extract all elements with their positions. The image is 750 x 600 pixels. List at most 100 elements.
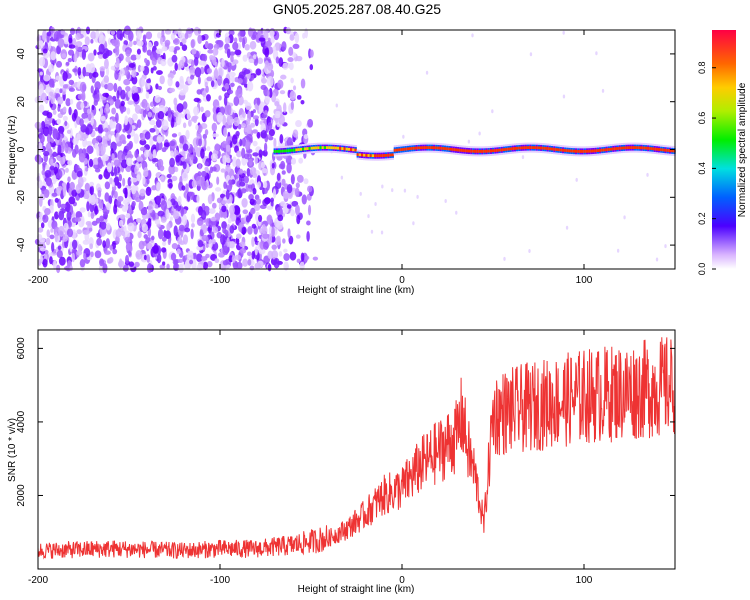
spectrogram-noise-cell	[72, 68, 78, 73]
spectrogram-noise-cell	[75, 41, 83, 47]
spectrogram-noise-cell	[221, 58, 225, 68]
spectrogram-noise-cell	[290, 209, 295, 217]
spectrogram-noise-cell	[296, 94, 302, 100]
spectrogram-noise-cell	[169, 140, 176, 147]
spectrogram-noise-cell	[128, 204, 132, 215]
spectrogram-noise-cell	[198, 163, 202, 170]
spectrogram-xlabel: Height of straight line (km)	[298, 285, 415, 296]
spectrogram-noise-cell	[157, 158, 164, 168]
spectrogram-noise-cell	[243, 153, 250, 160]
signal-band-core	[321, 146, 325, 150]
spectrogram-noise-cell	[200, 210, 207, 220]
spectrogram-noise-cell	[296, 258, 301, 264]
signal-band-core	[509, 147, 512, 151]
spectrogram-noise-cell	[173, 225, 178, 237]
spectrogram-noise-cell	[157, 111, 165, 120]
spectrogram-noise-cell	[71, 239, 78, 250]
signal-band-core	[332, 146, 335, 150]
spectrogram-noise-cell	[258, 103, 263, 115]
spectrogram-noise-cell	[265, 40, 272, 48]
spectrogram-noise-cell	[45, 164, 50, 170]
spectrogram-noise-cell	[111, 153, 115, 161]
spectrogram-noise-cell	[178, 132, 182, 137]
spectrogram-noise-cell	[58, 210, 65, 221]
spectrogram-noise-cell	[206, 68, 212, 74]
signal-band-core	[640, 146, 643, 150]
spectrogram-speckle	[521, 155, 525, 160]
signal-band-core	[481, 149, 484, 153]
spectrogram-noise-cell	[124, 202, 129, 211]
signal-band-core	[378, 154, 381, 158]
spectrogram-noise-cell	[246, 124, 252, 134]
spectrogram-noise-cell	[263, 241, 269, 250]
spectrogram-noise-cell	[185, 129, 190, 140]
signal-band-core	[461, 149, 464, 152]
signal-band-core	[284, 149, 287, 153]
spectrogram-noise-cell	[154, 94, 161, 103]
spectrogram-noise-cell	[68, 87, 76, 92]
spectrogram-noise-cell	[131, 69, 137, 78]
spectrogram-noise-cell	[81, 133, 89, 139]
spectrogram-noise-cell	[95, 198, 99, 205]
spectrogram-noise-cell	[216, 112, 224, 123]
spectrogram-noise-cell	[188, 66, 196, 74]
spectrogram-noise-cell	[63, 35, 70, 45]
spectrogram-noise-cell	[307, 118, 314, 128]
spectrogram-noise-cell	[94, 142, 98, 150]
spectrogram-noise-cell	[107, 37, 112, 46]
spectrogram-noise-cell	[206, 76, 213, 82]
spectrogram-noise-cell	[157, 85, 163, 91]
spectrogram-noise-cell	[299, 261, 305, 271]
signal-band-core	[347, 147, 351, 151]
spectrogram-noise-cell	[146, 178, 150, 185]
spectrogram-noise-cell	[77, 176, 84, 188]
spectrogram-noise-cell	[202, 53, 208, 62]
spec-xtick-label: -200	[28, 275, 48, 286]
spectrogram-noise-cell	[96, 232, 100, 238]
spectrogram-noise-cell	[213, 68, 219, 79]
spectrogram-noise-cell	[45, 237, 51, 246]
spectrogram-noise-cell	[227, 104, 232, 116]
signal-band-core	[581, 150, 584, 153]
snr-y-ticks: 2000 4000 6000	[16, 337, 675, 507]
spectrogram-noise-cell	[82, 229, 90, 235]
signal-band-core	[424, 146, 427, 150]
spectrogram-noise-cell	[94, 168, 101, 173]
spectrogram-speckle	[595, 51, 598, 56]
signal-band-core	[415, 146, 418, 150]
spectrogram-noise-cell	[272, 188, 277, 199]
spectrogram-noise-cell	[249, 265, 255, 271]
spectrogram-noise-cell	[130, 54, 137, 61]
spectrogram-noise-cell	[139, 133, 146, 142]
spectrogram-noise-cell	[164, 230, 172, 240]
spectrogram-noise-cell	[236, 150, 242, 158]
spectrogram-noise-cell	[170, 117, 175, 128]
spectrogram-noise-cell	[269, 30, 275, 38]
spectrogram-noise-cell	[206, 94, 211, 102]
spectrogram-noise-cell	[168, 164, 176, 175]
spec-ytick-label: -40	[16, 237, 27, 252]
spectrogram-noise-cell	[62, 115, 68, 122]
spectrogram-noise-cell	[54, 197, 59, 203]
spectrogram-noise-cell	[249, 40, 257, 50]
spectrogram-noise-cell	[191, 179, 197, 188]
spectrogram-noise-cell	[261, 77, 268, 84]
spectrogram-noise-cell	[165, 208, 170, 220]
signal-band-core	[524, 146, 528, 150]
spectrogram-noise-cell	[246, 251, 252, 257]
spectrogram-noise-cell	[288, 62, 294, 71]
spectrogram-noise-cell	[94, 81, 101, 91]
spectrogram-noise-cell	[230, 82, 235, 87]
spectrogram-noise-cell	[103, 127, 109, 133]
snr-xtick-label: -100	[210, 575, 230, 586]
spectrogram-noise-cell	[53, 31, 60, 42]
spectrogram-noise-cell	[133, 133, 139, 144]
signal-band-core	[664, 148, 667, 152]
spectrogram-noise-cell	[39, 212, 43, 218]
spectrogram-noise-cell	[261, 150, 266, 156]
spectrogram-noise-cell	[227, 89, 234, 95]
spectrogram-noise-cell	[251, 236, 255, 248]
spectrogram-noise-cell	[94, 250, 102, 259]
spectrogram-noise-cell	[139, 139, 147, 146]
spectrogram-noise-cell	[59, 127, 64, 134]
